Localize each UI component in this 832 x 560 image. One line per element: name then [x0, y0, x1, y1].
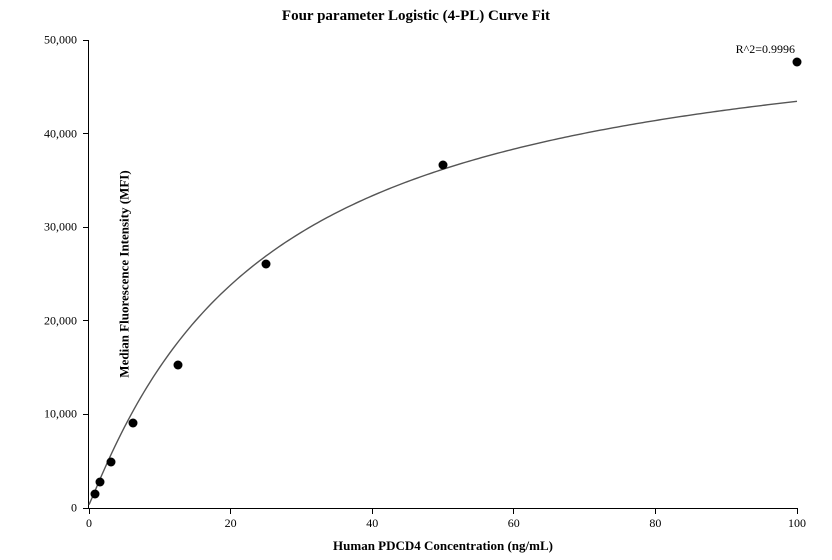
data-point	[793, 58, 802, 67]
x-tick	[797, 508, 798, 514]
y-tick-label: 10,000	[44, 407, 77, 422]
data-point	[439, 161, 448, 170]
data-point	[96, 477, 105, 486]
chart-title: Four parameter Logistic (4-PL) Curve Fit	[0, 8, 832, 25]
x-tick-label: 60	[508, 516, 520, 531]
data-point	[262, 259, 271, 268]
r-squared-annotation: R^2=0.9996	[736, 42, 795, 57]
x-tick	[89, 508, 90, 514]
data-point	[173, 360, 182, 369]
fit-curve	[89, 40, 797, 508]
x-tick-label: 80	[649, 516, 661, 531]
y-tick-label: 50,000	[44, 33, 77, 48]
y-tick-label: 0	[71, 501, 77, 516]
plot-area: 020406080100 010,00020,00030,00040,00050…	[88, 40, 797, 509]
x-tick	[230, 508, 231, 514]
y-tick-label: 40,000	[44, 126, 77, 141]
x-tick	[513, 508, 514, 514]
x-tick-label: 100	[788, 516, 806, 531]
x-tick-label: 40	[366, 516, 378, 531]
x-tick-label: 20	[225, 516, 237, 531]
y-tick-label: 20,000	[44, 313, 77, 328]
data-point	[90, 490, 99, 499]
data-point	[107, 458, 116, 467]
x-axis-label: Human PDCD4 Concentration (ng/mL)	[89, 538, 797, 554]
x-tick	[372, 508, 373, 514]
chart-container: Four parameter Logistic (4-PL) Curve Fit…	[0, 0, 832, 560]
x-tick-label: 0	[86, 516, 92, 531]
y-tick-label: 30,000	[44, 220, 77, 235]
x-tick	[655, 508, 656, 514]
data-point	[129, 418, 138, 427]
